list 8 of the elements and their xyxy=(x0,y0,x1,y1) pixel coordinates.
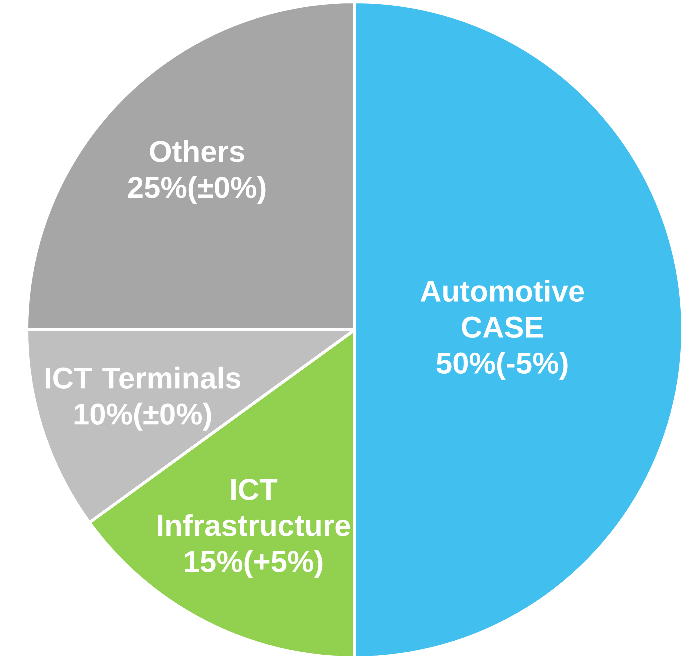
data-label: 25%(±0%) xyxy=(128,176,266,204)
slice-label: ICT Terminals xyxy=(46,366,241,389)
data-label: 15%(+5%) xyxy=(185,550,323,578)
slice-label: ICT Infrastructure xyxy=(158,479,350,536)
data-label: 50%(-5%) xyxy=(436,352,568,380)
slice-label: Automotive CASE xyxy=(420,280,584,338)
data-label: 10%(±0%) xyxy=(74,402,212,431)
slice-label: Others xyxy=(150,140,244,162)
